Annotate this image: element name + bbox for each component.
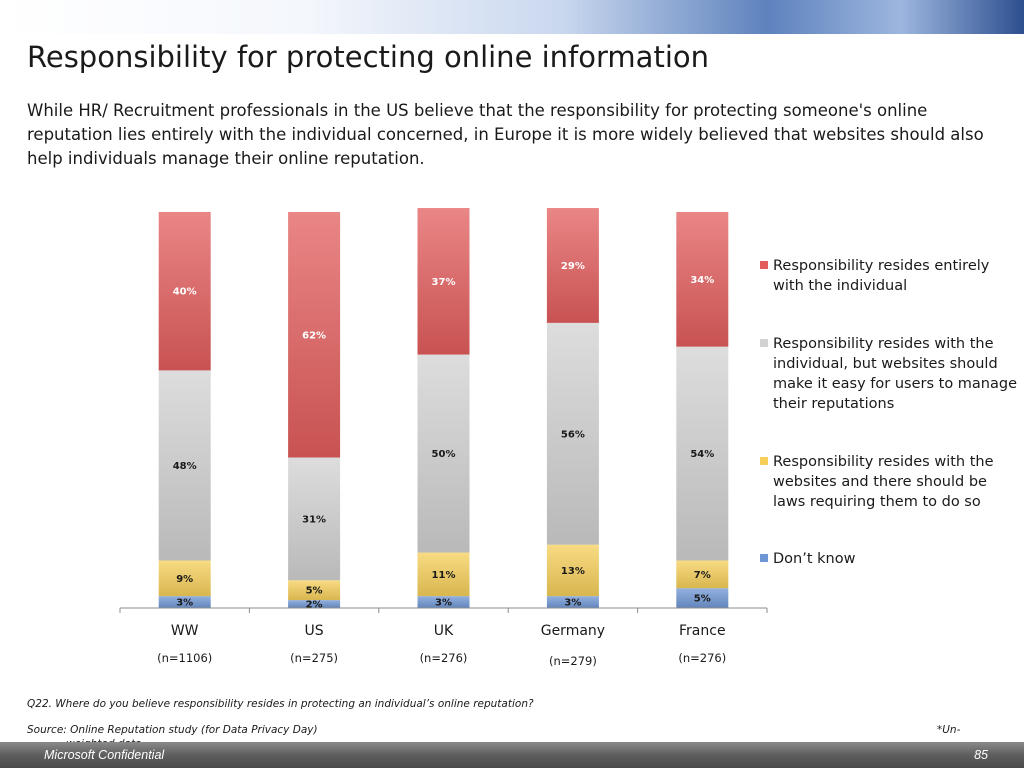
footer-bar: Microsoft Confidential 85	[0, 742, 1024, 768]
sample-size-label: (n=276)	[420, 651, 468, 665]
footer-confidential-label: Microsoft Confidential	[44, 748, 165, 762]
category-label: France	[679, 623, 726, 639]
legend-swatch	[760, 457, 768, 465]
data-label: 34%	[690, 275, 714, 286]
slide-subtitle: While HR/ Recruitment professionals in t…	[27, 101, 984, 168]
bar-segment	[546, 544, 599, 597]
legend-item: Responsibility resides with the individu…	[760, 334, 1022, 414]
sample-size-label: (n=275)	[290, 651, 338, 665]
legend-label: Responsibility resides entirely with the…	[773, 258, 990, 294]
legend-label: Don’t know	[773, 551, 856, 567]
bar-segment	[417, 596, 470, 608]
legend-label: Responsibility resides with the websites…	[773, 454, 994, 510]
question-note: Q22. Where do you believe responsibility…	[27, 698, 534, 710]
sample-size-label: (n=279)	[549, 654, 597, 668]
bar-segment	[417, 552, 470, 597]
bar-segment	[417, 208, 470, 355]
data-label: 2%	[306, 600, 323, 611]
data-label: 40%	[173, 287, 197, 298]
top-banner	[0, 0, 1024, 34]
bar-segment	[288, 457, 341, 581]
bar-segment	[158, 370, 211, 561]
data-label: 62%	[302, 330, 326, 341]
bar-segment	[417, 354, 470, 553]
data-label: 37%	[432, 277, 456, 288]
bar-segment	[676, 212, 729, 347]
category-label: US	[305, 623, 324, 639]
bar-segment	[546, 322, 599, 545]
data-label: 11%	[432, 570, 456, 581]
bar-segment	[158, 212, 211, 371]
legend-swatch	[760, 261, 768, 269]
slide-title: Responsibility for protecting online inf…	[27, 40, 709, 74]
data-label: 3%	[435, 598, 452, 609]
bar-segment	[288, 600, 341, 608]
data-label: 31%	[302, 514, 326, 525]
sample-size-label: (n=276)	[678, 651, 726, 665]
bar-segment	[676, 560, 729, 589]
data-label: 5%	[694, 594, 711, 605]
data-label: 7%	[694, 570, 711, 581]
unweighted-note: *Un-	[937, 724, 961, 736]
data-label: 3%	[176, 598, 193, 609]
data-label: 29%	[561, 261, 585, 272]
data-label: 48%	[173, 461, 197, 472]
category-label: UK	[434, 623, 454, 639]
data-label: 13%	[561, 566, 585, 577]
bar-segment	[158, 596, 211, 608]
data-label: 54%	[690, 449, 714, 460]
bar-segment	[676, 588, 729, 608]
bar-segment	[546, 596, 599, 608]
bar-segment	[288, 580, 341, 601]
category-label: WW	[171, 623, 199, 639]
legend-item: Responsibility resides entirely with the…	[760, 256, 1022, 296]
data-label: 56%	[561, 429, 585, 440]
legend-item: Responsibility resides with the websites…	[760, 452, 1022, 512]
source-note: Source: Online Reputation study (for Dat…	[27, 724, 318, 736]
page-number: 85	[974, 748, 988, 762]
stacked-bar-chart: 3% 9% 48% 40% 2% 5% 31% 62% 3% 11% 50% 37% 3% 13% 56% 2…	[119, 208, 768, 668]
bar-segment	[676, 346, 729, 561]
data-label: 9%	[176, 574, 193, 585]
bar-segment	[158, 560, 211, 597]
legend-label: Responsibility resides with the individu…	[773, 336, 1018, 412]
data-label: 5%	[306, 586, 323, 597]
legend-swatch	[760, 339, 768, 347]
bar-segment	[288, 212, 341, 458]
legend-swatch	[760, 554, 768, 562]
legend-item: Don’t know	[760, 549, 855, 569]
data-label: 50%	[432, 449, 456, 460]
sample-size-label: (n=1106)	[157, 651, 212, 665]
data-label: 3%	[564, 598, 581, 609]
bar-segment	[546, 208, 599, 323]
category-label: Germany	[541, 623, 605, 639]
